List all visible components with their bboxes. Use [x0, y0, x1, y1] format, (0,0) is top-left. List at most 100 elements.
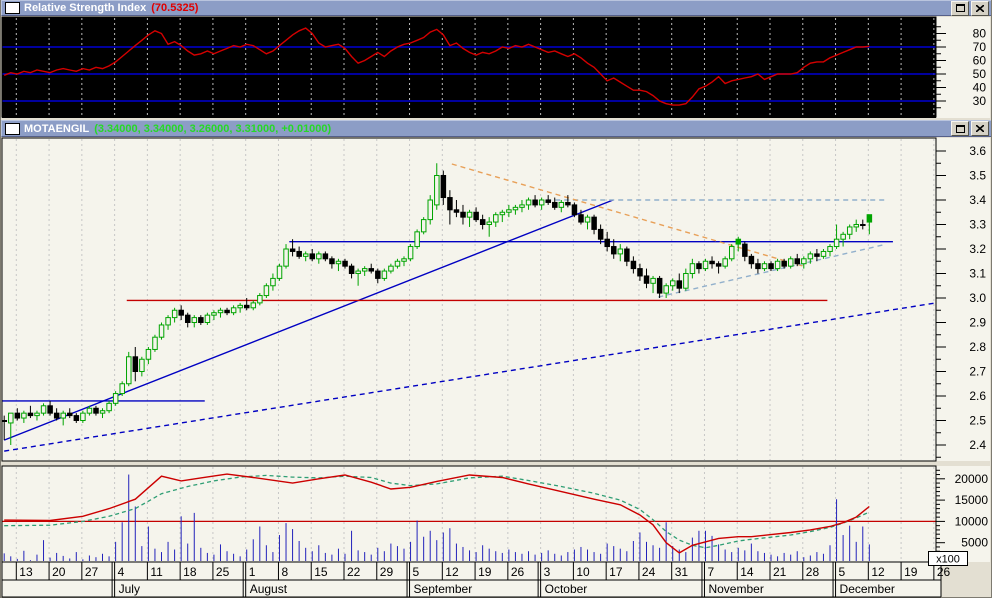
- week-label: 28: [806, 565, 820, 579]
- rsi-tick-label: 50: [973, 67, 987, 81]
- candle: [152, 336, 158, 350]
- candle: [47, 405, 53, 414]
- candle: [846, 226, 853, 235]
- candle: [434, 175, 440, 206]
- week-label: 26: [511, 565, 525, 579]
- candle: [171, 309, 178, 319]
- week-label: 21: [773, 565, 787, 579]
- price-tick-label: 3.5: [969, 169, 986, 183]
- candle: [21, 412, 27, 419]
- week-label: 5: [413, 565, 420, 579]
- week-label: 22: [347, 565, 361, 579]
- month-label: October: [545, 582, 588, 596]
- maximize-button[interactable]: [951, 121, 969, 136]
- candle: [663, 285, 669, 294]
- volume-ma-red: [4, 473, 870, 554]
- candle: [322, 253, 329, 260]
- candle: [447, 197, 453, 211]
- candle: [394, 260, 401, 267]
- quote-values: (3.34000, 3.34000, 3.26000, 3.31000, +0.…: [94, 122, 332, 135]
- candle: [571, 204, 578, 216]
- candle: [807, 253, 814, 260]
- close-icon: [976, 125, 984, 132]
- candle: [158, 324, 165, 338]
- candle: [683, 273, 689, 289]
- month-label: November: [708, 582, 763, 596]
- candle: [309, 253, 316, 260]
- rsi-plot-area[interactable]: [2, 17, 936, 118]
- candle: [316, 253, 322, 260]
- week-label: 5: [839, 565, 846, 579]
- candle: [466, 211, 473, 218]
- volume-plot-area[interactable]: [2, 466, 936, 562]
- week-label: 27: [85, 565, 99, 579]
- candle: [493, 214, 499, 223]
- candle: [670, 280, 676, 287]
- candle: [565, 201, 571, 206]
- maximize-button[interactable]: [951, 0, 969, 16]
- candle: [263, 285, 270, 297]
- candle: [866, 214, 873, 223]
- candle: [801, 258, 807, 265]
- candle: [722, 258, 728, 267]
- candle: [388, 265, 394, 272]
- candle: [243, 304, 250, 309]
- right-axis: 3.6 3.5 3.4 3.3 3.2 3.1 3.0 2.9 2.8 2.7 2.6 2.5 2.4 8…: [936, 26, 989, 561]
- candle: [774, 260, 781, 270]
- volume-tick-label: 15000: [955, 493, 989, 507]
- candle: [630, 260, 637, 270]
- close-button[interactable]: [971, 0, 989, 16]
- candle: [604, 238, 610, 248]
- candle: [643, 275, 650, 284]
- rsi-tick-label: 40: [973, 81, 987, 95]
- rsi-window-titlebar[interactable]: Relative Strength Index (70.5325): [1, 0, 991, 16]
- volume-multiplier: x100: [928, 551, 968, 566]
- candle: [453, 209, 460, 213]
- rsi-tick-label: 80: [973, 27, 987, 41]
- candle: [355, 270, 361, 274]
- candle: [93, 407, 99, 414]
- candle: [702, 260, 709, 270]
- candle: [224, 309, 230, 314]
- candle: [361, 268, 368, 272]
- close-button[interactable]: [971, 121, 989, 136]
- candle: [525, 199, 532, 206]
- candle: [578, 214, 584, 223]
- candle: [499, 211, 506, 216]
- candle: [296, 250, 302, 257]
- plot-borders: [1, 16, 937, 563]
- week-label: 19: [478, 565, 492, 579]
- week-label: 12: [445, 565, 459, 579]
- trendline: [658, 244, 883, 298]
- candle: [381, 270, 388, 279]
- candle: [486, 221, 492, 226]
- candle: [329, 258, 335, 265]
- candle: [139, 358, 145, 372]
- week-gridlines: [15, 18, 935, 561]
- candle: [250, 302, 257, 309]
- candle: [204, 314, 211, 323]
- week-label: 4: [118, 565, 125, 579]
- volume-tick-label: 20000: [955, 472, 989, 486]
- candle: [276, 265, 283, 279]
- candle: [787, 258, 794, 267]
- candle: [709, 260, 715, 265]
- candle: [53, 412, 60, 419]
- trendlines: [2, 163, 937, 452]
- maximize-icon: [955, 124, 965, 133]
- candle: [611, 246, 617, 255]
- price-tick-label: 2.4: [969, 438, 986, 452]
- volume-panel: [2, 473, 936, 561]
- month-label: July: [119, 582, 140, 596]
- week-label: 1: [249, 565, 256, 579]
- candle: [545, 199, 551, 203]
- candle: [73, 415, 80, 422]
- price-plot-area[interactable]: [2, 138, 936, 461]
- candle: [375, 270, 381, 279]
- price-window-titlebar[interactable]: MOTAENGIL (3.34000, 3.34000, 3.26000, 3.…: [1, 120, 991, 137]
- window-icon: [5, 2, 20, 14]
- candle: [401, 258, 407, 262]
- candle: [40, 405, 47, 414]
- price-tick-label: 2.9: [969, 316, 986, 330]
